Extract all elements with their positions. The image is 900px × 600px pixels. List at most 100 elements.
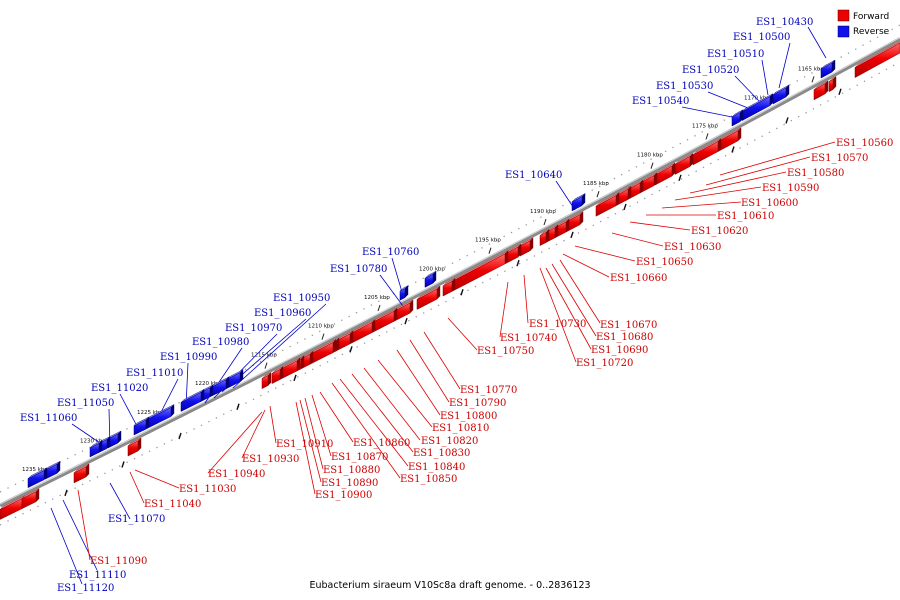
gene-label: ES1_10880 (323, 465, 380, 476)
forward-gene[interactable] (813, 80, 829, 101)
forward-gene[interactable] (73, 463, 90, 484)
reverse-gene[interactable] (820, 59, 836, 79)
forward-gene[interactable] (854, 40, 900, 79)
forward-gene[interactable] (309, 339, 337, 365)
forward-gene[interactable] (595, 192, 620, 217)
reverse-gene[interactable] (199, 384, 214, 403)
legend: Forward Reverse (837, 9, 890, 38)
forward-gene[interactable] (442, 277, 456, 297)
minor-tick (460, 289, 464, 296)
gene-label: ES1_10660 (610, 273, 667, 284)
forward-gene[interactable] (717, 127, 742, 152)
legend-label-reverse: Reverse (853, 27, 890, 37)
leader-line (807, 26, 827, 59)
gene-label: ES1_10640 (505, 170, 562, 181)
forward-gene[interactable] (416, 285, 441, 310)
forward-gene[interactable] (828, 76, 837, 93)
gene-label: ES1_10570 (811, 153, 868, 164)
minor-tick (785, 117, 789, 124)
tick-mark (264, 362, 268, 369)
gene-label: ES1_11070 (108, 514, 165, 525)
leader-line (109, 482, 131, 520)
tick-label: 1185 kbp (583, 181, 609, 187)
leader-line (119, 393, 139, 429)
gene-label: ES1_10590 (762, 183, 819, 194)
minor-tick (64, 489, 68, 497)
genome-caption: Eubacterium siraeum V10Sc8a draft genome… (309, 580, 590, 591)
forward-gene[interactable] (371, 307, 398, 334)
gene-label: ES1_10630 (664, 242, 721, 253)
gene-label: ES1_10820 (421, 436, 478, 447)
reverse-gene[interactable] (133, 416, 150, 436)
tick-mark (377, 304, 381, 312)
minor-tick (623, 203, 627, 211)
reverse-gene[interactable] (27, 467, 48, 489)
forward-gene[interactable] (692, 138, 722, 166)
leader-line (50, 507, 83, 585)
gene-label: ES1_10740 (500, 333, 557, 344)
forward-gene[interactable] (392, 299, 414, 323)
tick-mark (543, 218, 547, 226)
forward-gene[interactable] (279, 357, 301, 380)
reverse-gene[interactable] (225, 369, 244, 390)
gene-label: ES1_10780 (330, 264, 387, 275)
leader-line (778, 42, 791, 89)
forward-gene[interactable] (565, 211, 584, 233)
leader-line (705, 156, 811, 186)
gene-label: ES1_10510 (707, 49, 764, 60)
reverse-gene[interactable] (424, 270, 437, 288)
forward-gene[interactable] (261, 372, 272, 390)
reverse-gene[interactable] (107, 430, 122, 449)
gene-label: ES1_10840 (408, 462, 465, 473)
forward-gene[interactable] (127, 437, 142, 457)
forward-gene[interactable] (519, 237, 534, 257)
gene-label: ES1_10950 (273, 293, 330, 304)
forward-gene[interactable] (639, 172, 658, 194)
tick-label: 1235 kbp (22, 467, 48, 473)
tick-label: 1230 kbp (80, 438, 106, 444)
reverse-gene[interactable] (399, 285, 409, 301)
leader-line (423, 331, 461, 390)
leader-line (447, 317, 478, 351)
gene-label: ES1_10560 (836, 138, 893, 149)
gene-label: ES1_10960 (254, 308, 311, 319)
leader-line (62, 499, 98, 571)
forward-gene[interactable] (539, 229, 550, 247)
leader-line (134, 469, 180, 489)
gene-label: ES1_11050 (57, 398, 114, 409)
gene-label: ES1_10970 (225, 323, 282, 334)
reverse-gene[interactable] (180, 388, 205, 412)
leader-line (241, 409, 266, 459)
genome-axis (0, 37, 900, 508)
reverse-gene[interactable] (731, 109, 744, 127)
gene-label: ES1_10800 (440, 411, 497, 422)
tick-label: 1195 kbp (475, 238, 501, 244)
gene-label: ES1_10980 (192, 337, 249, 348)
tick-mark (650, 162, 654, 169)
forward-gene[interactable] (271, 366, 284, 384)
leader-line (734, 75, 761, 103)
leader-line (574, 245, 636, 262)
gene-label: ES1_11060 (20, 413, 77, 424)
tick-label: 1175 kbp (692, 123, 718, 129)
gene-label: ES1_10990 (160, 352, 217, 363)
reverse-gene[interactable] (571, 193, 586, 212)
reverse-gene[interactable] (209, 376, 230, 398)
tick-label: 1210 kbp (308, 324, 334, 330)
reverse-gene[interactable] (741, 93, 774, 122)
leader-line (551, 263, 597, 337)
gene-label: ES1_10520 (682, 65, 739, 76)
gene-label: ES1_10530 (656, 81, 713, 92)
forward-gene[interactable] (674, 152, 694, 175)
gene-label: ES1_10910 (276, 439, 333, 450)
forward-gene[interactable] (21, 488, 40, 510)
reverse-gene[interactable] (89, 439, 103, 458)
leader-line (409, 339, 450, 403)
leader-line (545, 267, 592, 350)
legend-label-forward: Forward (853, 12, 889, 22)
reverse-gene[interactable] (772, 84, 790, 105)
gene-label: ES1_10580 (787, 168, 844, 179)
gene-label: ES1_10610 (717, 211, 774, 222)
reverse-gene[interactable] (142, 404, 175, 431)
